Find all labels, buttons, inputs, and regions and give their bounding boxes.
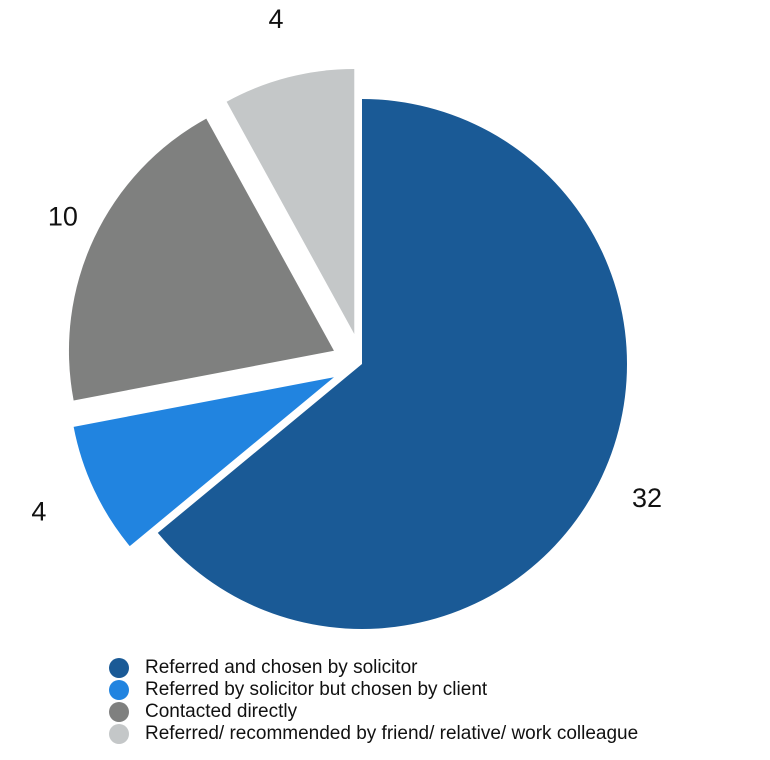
- legend-swatch: [109, 680, 129, 700]
- chart-legend: Referred and chosen by solicitor Referred…: [109, 657, 638, 745]
- slice-labels: 32 4 10 4: [31, 4, 662, 526]
- legend-label: Referred by solicitor but chosen by clie…: [145, 679, 488, 700]
- slice-label-referred-by-solicitor-but-chosen-by-client: 4: [31, 496, 46, 526]
- pie-slices: [68, 68, 628, 630]
- legend-label: Contacted directly: [145, 701, 298, 722]
- pie-slice-referred-by-solicitor-but-chosen-by-client: [73, 377, 334, 547]
- slice-label-contacted-directly: 10: [48, 202, 78, 232]
- pie-slice-contacted-directly: [68, 118, 334, 401]
- legend-item-referred-by-solicitor-but-chosen-by-client: Referred by solicitor but chosen by clie…: [109, 679, 638, 701]
- slice-label-referred-recommended-by-friend-relative-work-colleague: 4: [268, 4, 283, 34]
- slice-label-referred-and-chosen-by-solicitor: 32: [632, 483, 662, 513]
- legend-item-referred-recommended-by-friend-relative-work-colleague: Referred/ recommended by friend/ relativ…: [109, 723, 638, 745]
- pie-slice-referred-and-chosen-by-solicitor: [157, 99, 628, 630]
- legend-label: Referred/ recommended by friend/ relativ…: [145, 723, 639, 744]
- legend-swatch: [109, 724, 129, 744]
- legend-label: Referred and chosen by solicitor: [145, 657, 418, 678]
- pie-chart: 32 4 10 4: [31, 4, 662, 630]
- legend-item-referred-and-chosen-by-solicitor: Referred and chosen by solicitor: [109, 657, 638, 679]
- pie-slice-referred-recommended-by-friend-relative-work-colleague: [226, 68, 355, 334]
- legend-swatch: [109, 658, 129, 678]
- legend-item-contacted-directly: Contacted directly: [109, 701, 638, 723]
- legend-swatch: [109, 702, 129, 722]
